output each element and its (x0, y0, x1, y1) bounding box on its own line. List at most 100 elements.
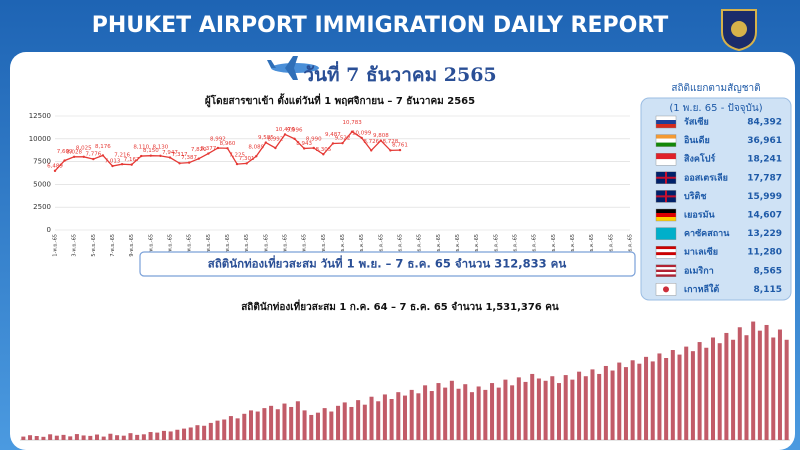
data-label: 8,025 (76, 145, 92, 151)
data-point (302, 147, 306, 150)
data-label: 10,476 (275, 127, 295, 133)
data-point (322, 153, 325, 156)
x-tick-label: 11-พ.ย.-65 (148, 234, 154, 260)
flag-border (655, 171, 677, 185)
data-point (360, 136, 363, 140)
nationality-name: คาซัคสถาน (684, 228, 730, 239)
panel-subtitle: (1 พ.ย. 65 - ปัจจุบัน) (669, 103, 762, 114)
nationality-name: ออสเตรเลีย (684, 172, 728, 183)
data-point (255, 155, 258, 158)
bar (81, 435, 86, 440)
bar (744, 335, 749, 440)
nationality-value: 17,787 (747, 173, 782, 183)
data-point (398, 148, 402, 152)
x-tick-label: 15-พ.ย.-65 (187, 234, 193, 260)
data-point (226, 147, 229, 150)
x-tick-label: 7-พ.ย.-65 (110, 234, 116, 257)
data-point (283, 133, 287, 136)
flag-stripe (656, 116, 676, 120)
bar (570, 379, 575, 440)
flag (655, 283, 677, 296)
data-point (350, 130, 354, 133)
x-tick-label: 29-พ.ย.-65 (321, 234, 327, 260)
data-point (389, 149, 392, 152)
bar (650, 361, 655, 440)
panel-title: สถิติแยกตามสัญชาติ (671, 83, 760, 94)
data-point (178, 162, 181, 165)
data-point (197, 157, 200, 160)
bar (282, 403, 287, 440)
flag-border (655, 264, 677, 277)
bar (115, 435, 120, 440)
bar (536, 378, 541, 440)
bar (349, 406, 354, 440)
data-label: 8,726 (363, 139, 379, 145)
data-label: 10,783 (342, 120, 362, 126)
bar (262, 408, 267, 440)
bar (503, 379, 508, 440)
nationality-name: สิงคโปร์ (683, 153, 715, 165)
bar (362, 404, 367, 440)
flag-stripe (656, 269, 676, 272)
bar (684, 346, 689, 440)
bar (215, 420, 220, 440)
data-label: 8,377 (200, 146, 216, 152)
data-label: 7,301 (239, 156, 255, 162)
data-label: 9,808 (373, 133, 389, 139)
data-point (149, 154, 153, 157)
line-chart-title: ผู้โดยสารขาเข้า ตั้งแต่วันที่ 1 พฤศจิกาย… (205, 93, 475, 108)
nationality-name: มาเลเซีย (684, 247, 718, 258)
flag-border (655, 245, 677, 259)
data-point (379, 139, 383, 142)
data-label: 8,130 (153, 144, 169, 150)
data-label: 8,028 (66, 149, 82, 155)
bar (449, 380, 454, 440)
bar (376, 401, 381, 440)
bar (409, 389, 414, 440)
flag-stripe (656, 153, 676, 160)
data-label: 8,150 (143, 148, 159, 154)
data-point (92, 157, 95, 161)
flag-stripe (656, 252, 676, 256)
bar (228, 416, 233, 440)
bar (664, 357, 669, 440)
bar (429, 391, 434, 440)
x-tick-label: 15-ธ.ค.-65 (474, 234, 480, 260)
bar (510, 385, 515, 440)
nationality-value: 36,961 (747, 136, 782, 146)
data-point (312, 146, 315, 150)
bar (677, 354, 682, 440)
flag-stripe (656, 255, 676, 259)
bar (68, 436, 73, 440)
flag-border (655, 134, 677, 147)
bar (469, 392, 474, 440)
nationality-name: อินเดีย (683, 135, 709, 146)
report-date: วันที่ 7 ธันวาคม 2565 (303, 61, 496, 86)
data-point (216, 146, 220, 150)
bar (523, 381, 528, 440)
summary-text: สถิตินักท่องเที่ยวสะสม วันที่ 1 พ.ย. – 7… (208, 255, 567, 271)
bar (315, 412, 320, 440)
flag-stripe (656, 120, 676, 124)
x-tick-label: 19-ธ.ค.-65 (513, 234, 519, 260)
x-tick-label: 7-ธ.ค.-65 (398, 234, 404, 257)
x-tick-label: 23-พ.ย.-65 (263, 234, 269, 260)
flag-cross (656, 171, 676, 184)
nationality-value: 11,280 (747, 248, 782, 258)
data-label: 7,317 (172, 152, 188, 158)
data-label: 7,387 (181, 155, 197, 161)
bar (784, 339, 789, 440)
bar (389, 398, 394, 440)
flag-stripe (656, 134, 676, 139)
y-tick-label: 12500 (29, 112, 51, 120)
x-tick-label: 23-ธ.ค.-65 (551, 234, 557, 260)
bar (275, 409, 280, 440)
bar (61, 434, 66, 440)
flag-stripe (656, 264, 676, 268)
bar (336, 405, 341, 440)
bar (463, 384, 468, 440)
nationality-value: 13,229 (747, 229, 782, 239)
bar (603, 365, 608, 440)
flag (655, 245, 677, 259)
